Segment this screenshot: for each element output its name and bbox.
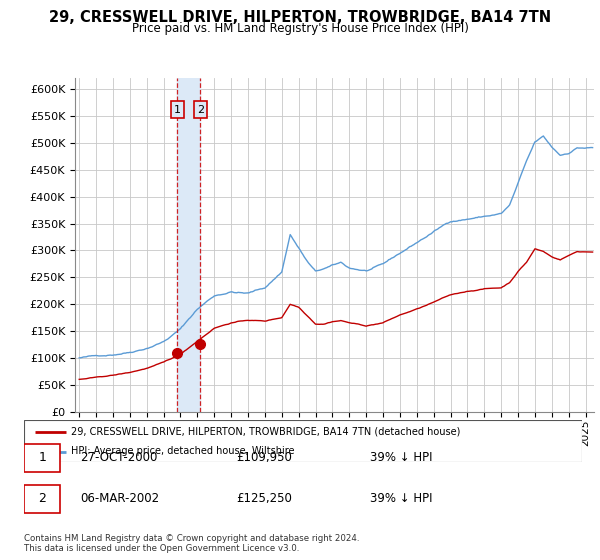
Text: 27-OCT-2000: 27-OCT-2000 xyxy=(80,451,157,464)
Text: 29, CRESSWELL DRIVE, HILPERTON, TROWBRIDGE, BA14 7TN: 29, CRESSWELL DRIVE, HILPERTON, TROWBRID… xyxy=(49,10,551,25)
Text: 06-MAR-2002: 06-MAR-2002 xyxy=(80,492,159,505)
Text: 1: 1 xyxy=(174,105,181,115)
Text: HPI: Average price, detached house, Wiltshire: HPI: Average price, detached house, Wilt… xyxy=(71,446,295,456)
FancyBboxPatch shape xyxy=(24,444,60,472)
Text: Contains HM Land Registry data © Crown copyright and database right 2024.
This d: Contains HM Land Registry data © Crown c… xyxy=(24,534,359,553)
Text: 39% ↓ HPI: 39% ↓ HPI xyxy=(370,492,433,505)
Bar xyxy=(178,78,200,412)
Text: 29, CRESSWELL DRIVE, HILPERTON, TROWBRIDGE, BA14 7TN (detached house): 29, CRESSWELL DRIVE, HILPERTON, TROWBRID… xyxy=(71,427,461,437)
Text: £109,950: £109,950 xyxy=(236,451,292,464)
Text: Price paid vs. HM Land Registry's House Price Index (HPI): Price paid vs. HM Land Registry's House … xyxy=(131,22,469,35)
Text: 1: 1 xyxy=(38,451,46,464)
Text: 2: 2 xyxy=(197,105,204,115)
FancyBboxPatch shape xyxy=(24,420,582,462)
Text: 2: 2 xyxy=(38,492,46,505)
FancyBboxPatch shape xyxy=(24,485,60,512)
Text: £125,250: £125,250 xyxy=(236,492,292,505)
Text: 39% ↓ HPI: 39% ↓ HPI xyxy=(370,451,433,464)
